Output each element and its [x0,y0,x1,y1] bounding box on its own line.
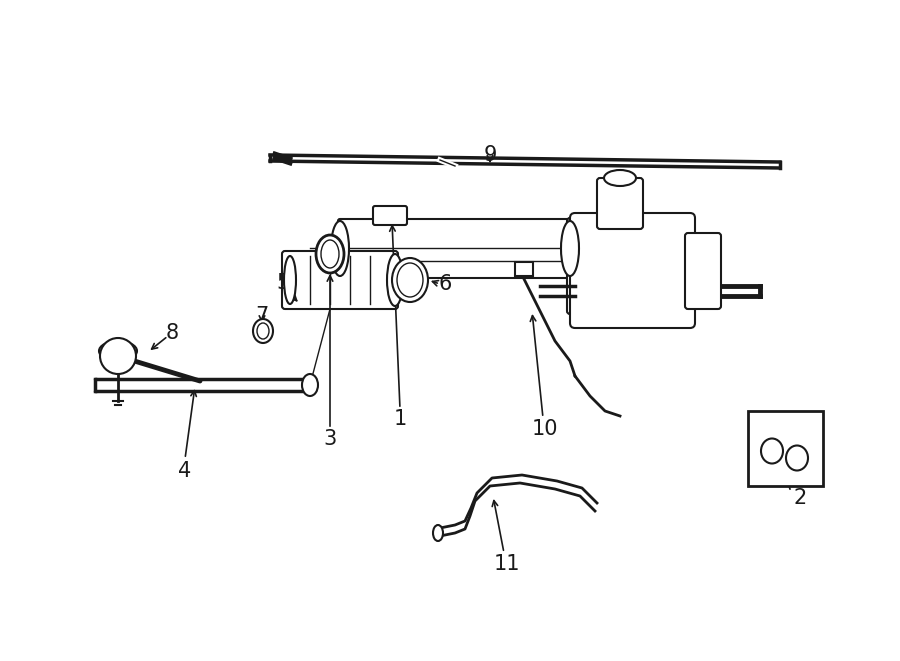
Text: 10: 10 [532,419,558,439]
Text: 2: 2 [794,488,806,508]
FancyBboxPatch shape [597,178,643,229]
Text: 8: 8 [166,323,178,343]
Text: 6: 6 [438,274,452,294]
Text: 3: 3 [323,429,337,449]
Ellipse shape [302,374,318,396]
Ellipse shape [99,341,137,361]
Ellipse shape [387,254,403,306]
Bar [515,262,533,276]
Text: 11: 11 [494,554,520,574]
Ellipse shape [331,221,349,276]
Text: 4: 4 [178,461,192,481]
Ellipse shape [561,221,579,276]
Ellipse shape [284,256,296,304]
FancyBboxPatch shape [338,219,572,278]
Ellipse shape [397,263,423,297]
FancyBboxPatch shape [570,213,695,328]
Bar [748,411,823,486]
Ellipse shape [257,323,269,339]
FancyBboxPatch shape [282,251,398,309]
Text: 5: 5 [276,273,290,293]
Ellipse shape [786,446,808,471]
Ellipse shape [253,319,273,343]
Ellipse shape [433,525,443,541]
Ellipse shape [604,170,636,186]
Text: 7: 7 [256,306,268,326]
Text: 9: 9 [483,145,497,165]
Ellipse shape [321,240,339,268]
Ellipse shape [392,258,428,302]
FancyBboxPatch shape [685,233,721,309]
Ellipse shape [316,235,344,273]
FancyBboxPatch shape [373,206,407,225]
Ellipse shape [761,438,783,463]
FancyBboxPatch shape [567,218,673,314]
Text: 1: 1 [393,409,407,429]
Circle shape [100,338,136,374]
